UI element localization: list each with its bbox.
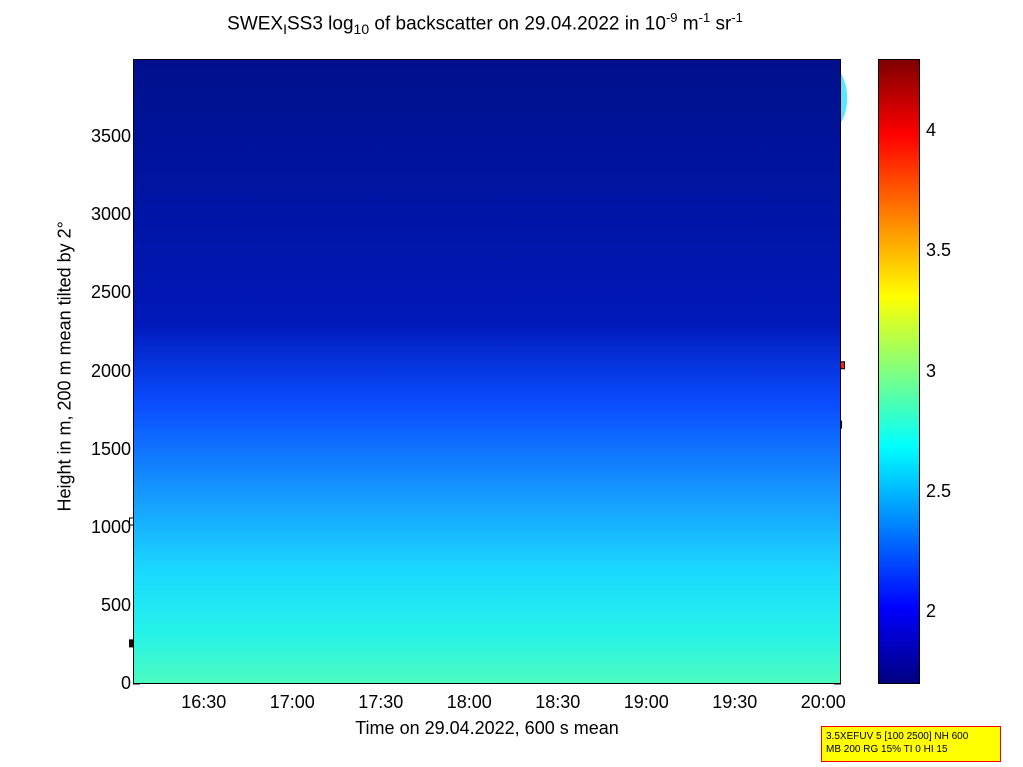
x-tick-label: 17:00 — [269, 692, 315, 712]
y-tick-label: 3000 — [90, 204, 131, 225]
x-tick-label: 17:30 — [358, 692, 404, 712]
x-tick-label: 18:30 — [535, 692, 581, 712]
x-tick-label: 19:00 — [623, 692, 669, 712]
settings-line-2: MB 200 RG 15% TI 0 HI 15 — [826, 744, 948, 755]
chart-title: SWEXISS3 log10 of backscatter on 29.04.2… — [227, 10, 743, 38]
y-tick-label: 0 — [120, 673, 131, 693]
colorbar-tick-label: 3 — [926, 360, 937, 381]
backscatter-heatmap — [133, 59, 841, 684]
x-tick-label: 16:30 — [181, 692, 227, 712]
x-tick-label: 19:30 — [712, 692, 758, 712]
y-tick-label: 2500 — [90, 282, 131, 303]
x-tick-label: 18:00 — [446, 692, 492, 712]
y-tick-label: 1000 — [90, 516, 131, 537]
x-axis-label: Time on 29.04.2022, 600 s mean — [355, 718, 619, 738]
colorbar-tick-label: 4 — [926, 120, 937, 141]
y-tick-label: 1500 — [90, 438, 131, 459]
colorbar — [878, 59, 920, 684]
settings-line-1: 3.5XEFUV 5 [100 2500] NH 600 — [826, 731, 969, 742]
y-tick-label: 3500 — [90, 126, 131, 147]
y-tick-label: 500 — [100, 594, 131, 615]
x-tick-label: 20:00 — [800, 692, 846, 712]
settings-box: 3.5XEFUV 5 [100 2500] NH 600 MB 200 RG 1… — [821, 726, 1001, 762]
y-axis-label: Height in m, 200 m mean tilted by 2° — [54, 221, 75, 512]
y-tick-label: 2000 — [90, 360, 131, 381]
colorbar-tick-label: 2 — [926, 600, 937, 621]
colorbar-tick-label: 2.5 — [926, 480, 952, 501]
colorbar-tick-label: 3.5 — [926, 240, 952, 261]
